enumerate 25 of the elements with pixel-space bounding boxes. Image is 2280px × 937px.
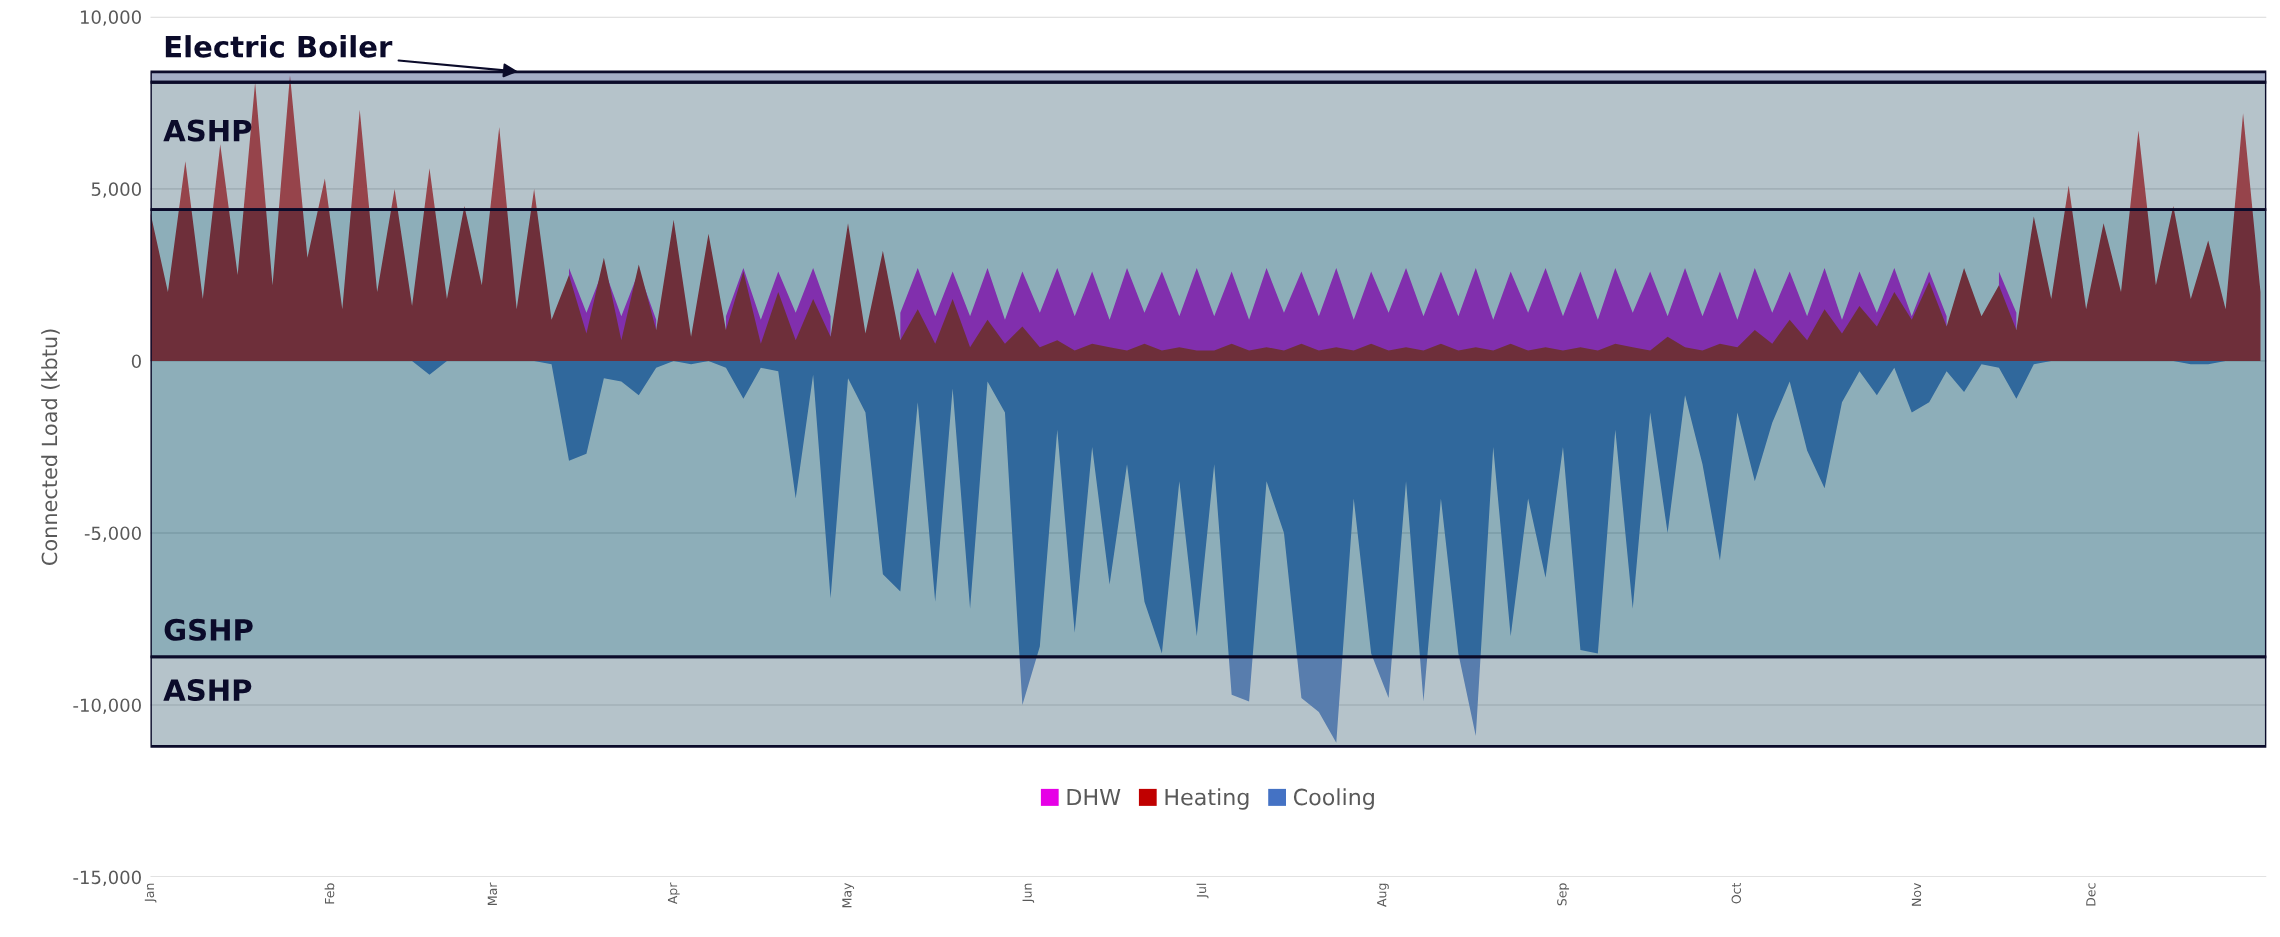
y-tick-label: 10,000 [80,10,141,26]
y-axis-title: Connected Load (kbtu) [41,329,60,565]
x-tick-label: Apr [667,882,680,905]
band-label: Electric Boiler [165,35,393,58]
x-tick-label: Dec [2086,883,2096,906]
band-label: ASHP [163,679,252,702]
y-tick-label: -5,000 [84,526,141,542]
y-tick-label: 5,000 [91,182,141,198]
x-tick-label: Feb [324,883,335,904]
x-tick-label: Sep [1557,883,1570,906]
legend-label: Heating [1165,788,1249,810]
legend-label: Cooling [1293,788,1374,810]
x-tick-label: Mar [487,882,498,905]
band-label: GSHP [164,618,253,641]
x-tick-label: Jul [1196,883,1209,899]
x-tick-label: May [842,882,855,908]
x-tick-label: Jun [1022,883,1035,903]
legend-label: DHW [1067,788,1121,806]
y-tick-label: -10,000 [73,698,141,714]
x-tick-label: Jan [144,883,157,903]
x-tick-label: Nov [1911,882,1922,906]
y-tick-label: 0 [131,354,141,369]
x-tick-label: Oct [1731,882,1741,904]
x-tick-label: Aug [1377,883,1389,907]
y-tick-label: -15,000 [73,870,141,886]
